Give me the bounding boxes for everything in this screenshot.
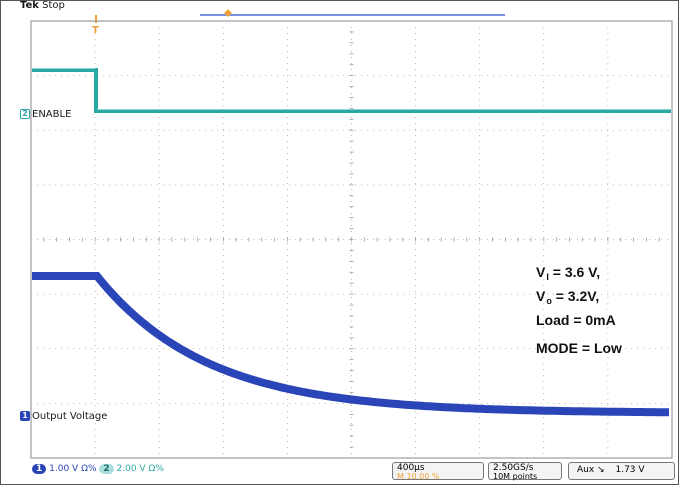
trigger-settings[interactable]: Aux ↘ 1.73 V [568,462,675,480]
ch1-label: 1 Output Voltage [20,411,107,422]
ch1-coupling: Ω% [81,464,97,474]
trigger-source: Aux [577,465,595,475]
ch1-marker: 1 [20,411,30,421]
trigger-level: 1.73 V [615,465,645,475]
status-bar: 1 1.00 V Ω% 2 2.00 V Ω% 400µs M 10.00 % … [30,462,675,481]
timebase-value: 400µs [397,463,425,473]
ch2-name: ENABLE [32,109,72,120]
timebase-settings[interactable]: 400µs M 10.00 % [392,462,484,481]
ch2-scale: 2.00 V [116,464,146,474]
trigger-slope-icon: ↘ [597,465,605,475]
brand-name: Tek [20,0,39,11]
ch1-scale: 1.00 V [49,464,79,474]
trigger-position-icon: T [92,25,99,36]
mode-note: MODE = Low [536,340,622,356]
output-voltage-waveform [32,272,669,417]
ch1-status-marker: 1 [32,464,47,474]
enable-waveform [32,68,671,113]
record-length: 10M points [493,472,538,481]
ch2-label: 2 ENABLE [20,109,71,120]
input-voltage-note: VI = 3.6 V, [536,264,601,282]
load-note: Load = 0mA [536,312,616,328]
ch2-status-marker: 2 [99,464,114,474]
channel-settings[interactable]: 1 1.00 V Ω% 2 2.00 V Ω% [30,462,386,478]
sample-rate: 2.50GS/s [493,463,534,473]
acquisition-settings[interactable]: 2.50GS/s 10M points [488,462,562,481]
record-view-trigger-icon [224,9,232,17]
scope-brand: Tek Stop [20,0,65,11]
ch2-marker: 2 [20,109,30,119]
horizontal-position: M 10.00 % [397,472,440,481]
ch1-name: Output Voltage [32,411,108,422]
output-voltage-note: Vo = 3.2V, [536,288,600,306]
conditions-annotation: VI = 3.6 V, Vo = 3.2V, Load = 0mA MODE =… [536,263,622,358]
ch2-coupling: Ω% [148,464,164,474]
acquisition-state: Stop [42,0,65,11]
